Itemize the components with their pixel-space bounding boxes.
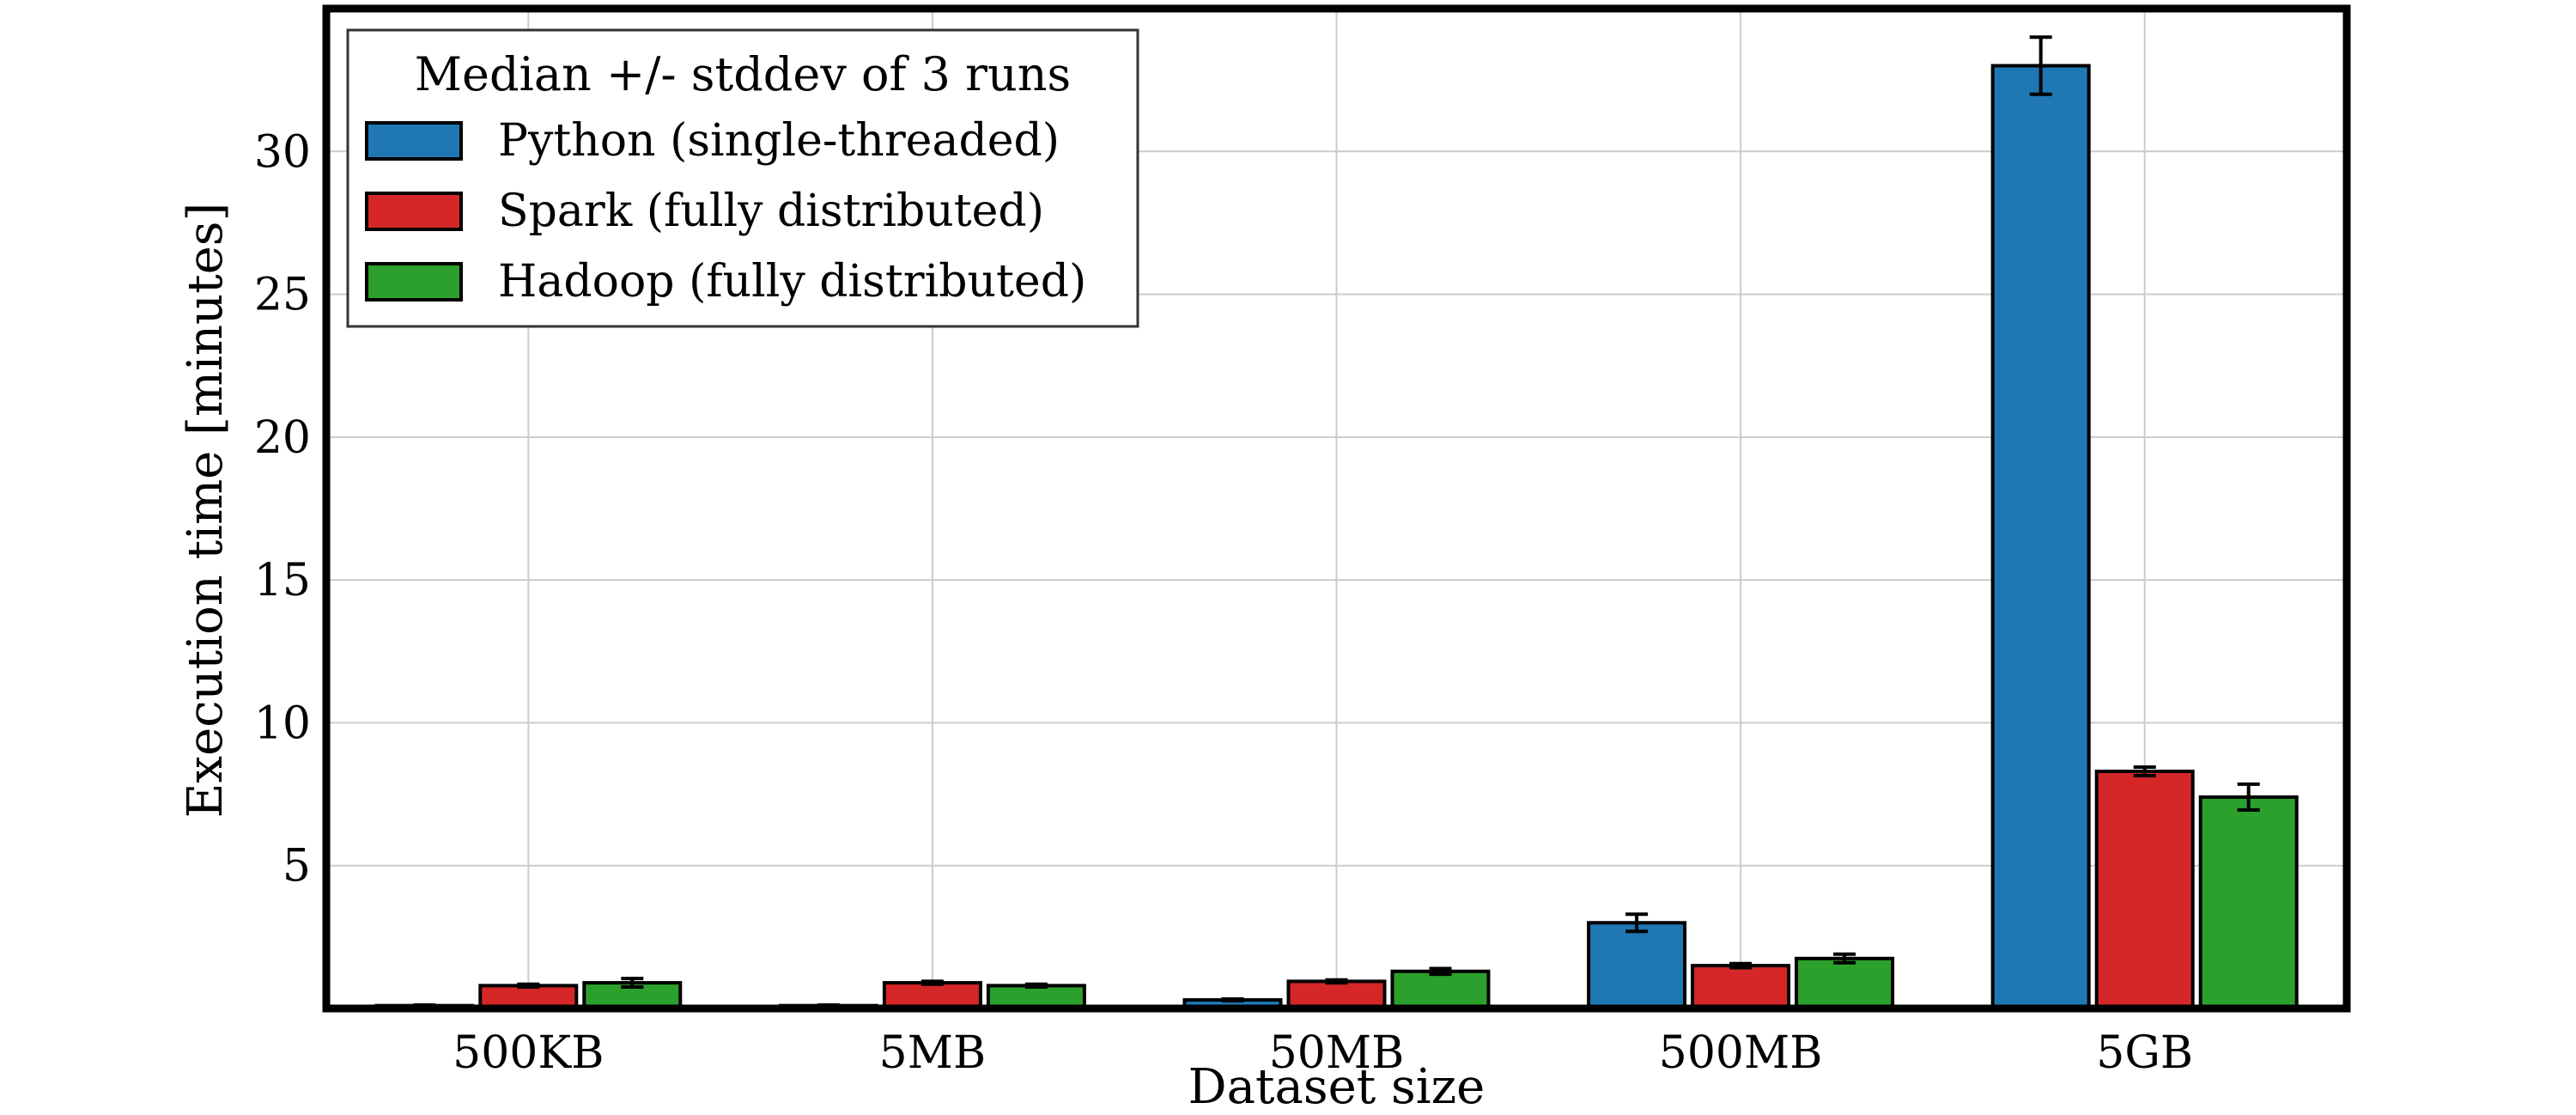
- bar: [1990, 64, 2091, 1010]
- legend-box: [346, 28, 1139, 328]
- x-axis-ticks: 500KB 5MB 50MB 500MB 5GB: [453, 1027, 2193, 1079]
- legend-swatch: [365, 121, 463, 161]
- x-tick-label: 50MB: [1269, 1027, 1405, 1079]
- bar: [1691, 964, 1791, 1010]
- y-tick-label: 20: [254, 412, 311, 464]
- bar: [2094, 769, 2195, 1010]
- legend-label: Spark (fully distributed): [498, 186, 1044, 237]
- y-tick-label: 15: [254, 555, 311, 606]
- bar: [2198, 795, 2299, 1011]
- x-tick-label: 500KB: [453, 1027, 604, 1079]
- bar: [1286, 979, 1387, 1011]
- y-tick-label: 30: [254, 126, 311, 178]
- y-tick-label: 5: [283, 841, 311, 893]
- x-axis-label: Dataset size: [1188, 1059, 1485, 1115]
- x-tick-label: 5MB: [879, 1027, 987, 1079]
- plot-frame: [322, 4, 2351, 1013]
- legend-title: Median +/- stddev of 3 runs: [415, 47, 1072, 101]
- bar: [1390, 969, 1491, 1011]
- y-axis-label: Execution time [minutes]: [178, 203, 234, 819]
- y-axis-ticks: 5 10 15 20 25 30: [254, 126, 311, 892]
- legend-label: Hadoop (fully distributed): [498, 256, 1086, 308]
- bar: [1587, 921, 1687, 1010]
- y-tick-label: 10: [254, 698, 311, 749]
- legend: Median +/- stddev of 3 runs Python (sing…: [346, 28, 1139, 328]
- legend-swatch: [365, 262, 463, 302]
- legend-swatch: [365, 192, 463, 231]
- x-tick-label: 5GB: [2096, 1027, 2193, 1079]
- bar: [1795, 956, 1895, 1011]
- y-tick-label: 25: [254, 270, 311, 321]
- x-tick-label: 500MB: [1659, 1027, 1823, 1079]
- bar: [882, 981, 982, 1011]
- legend-label: Python (single-threaded): [498, 115, 1060, 167]
